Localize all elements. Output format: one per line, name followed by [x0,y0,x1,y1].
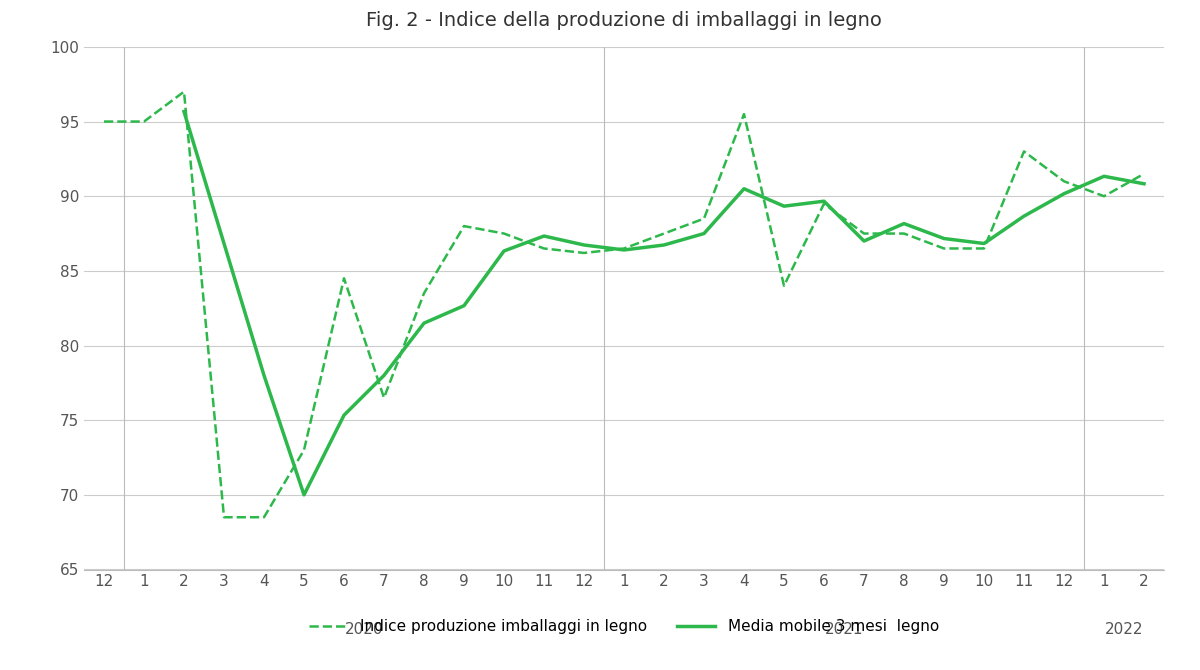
Text: 2022: 2022 [1105,622,1144,636]
Text: 2021: 2021 [824,622,863,636]
Legend: Indice produzione imballaggi in legno, Media mobile 3 mesi  legno: Indice produzione imballaggi in legno, M… [304,613,944,641]
Text: 2020: 2020 [344,622,383,636]
Title: Fig. 2 - Indice della produzione di imballaggi in legno: Fig. 2 - Indice della produzione di imba… [366,11,882,30]
